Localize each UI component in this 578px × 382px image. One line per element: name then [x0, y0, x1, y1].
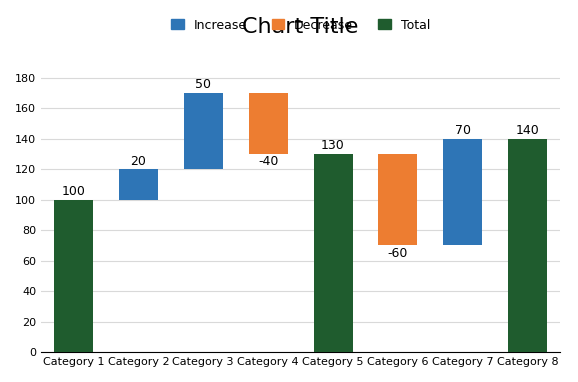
Text: 20: 20: [131, 155, 146, 168]
Text: 50: 50: [195, 78, 211, 91]
Bar: [119, 169, 158, 199]
Text: 100: 100: [61, 185, 86, 198]
Bar: [508, 139, 547, 352]
Bar: [443, 139, 482, 245]
Bar: [249, 93, 288, 154]
Bar: [184, 93, 223, 169]
Text: 130: 130: [321, 139, 345, 152]
Text: 70: 70: [455, 124, 471, 137]
Text: -60: -60: [388, 247, 408, 260]
Bar: [379, 154, 417, 245]
Text: 140: 140: [516, 124, 540, 137]
Text: -40: -40: [258, 155, 279, 168]
Bar: [314, 154, 353, 352]
Legend: Increase, Decrease, Total: Increase, Decrease, Total: [166, 14, 435, 37]
Bar: [54, 199, 93, 352]
Title: Chart Title: Chart Title: [242, 17, 359, 37]
